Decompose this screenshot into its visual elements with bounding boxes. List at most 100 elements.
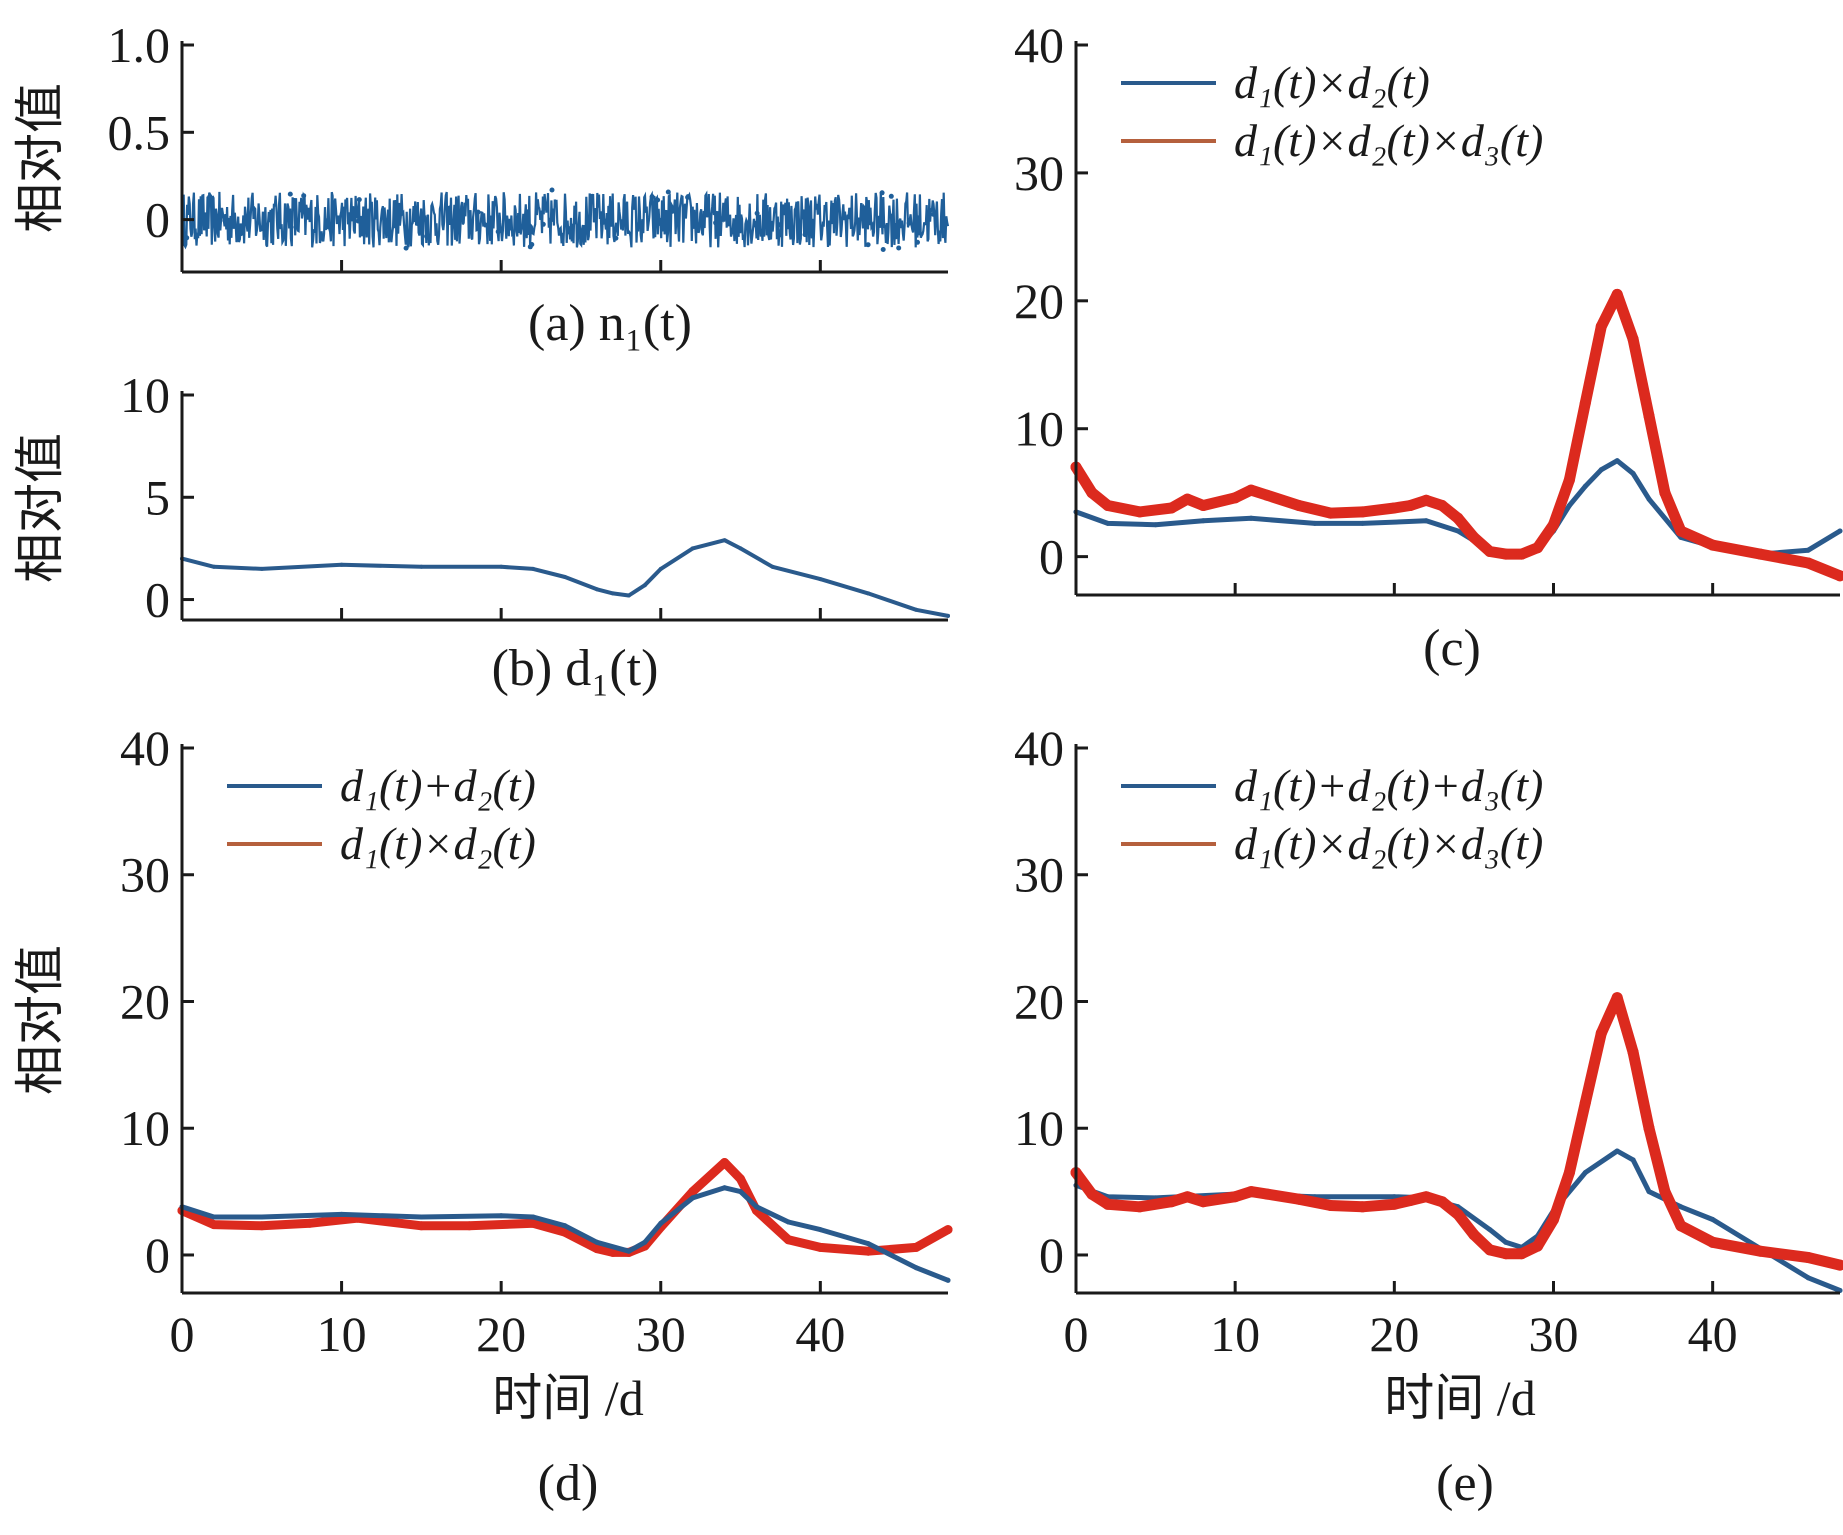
data-point <box>1659 487 1671 499</box>
data-point <box>688 1187 698 1197</box>
noise-point <box>301 193 307 199</box>
noise-point <box>787 217 793 223</box>
data-point <box>1532 542 1544 554</box>
x-tick-label: 10 <box>317 1306 367 1362</box>
chart-panel-a: 0 0.5 1.0 相对值 (a) n₁(t) <box>12 17 950 352</box>
noise-point <box>592 212 598 218</box>
data-point <box>1532 1240 1544 1252</box>
noise-point <box>355 218 361 224</box>
data-point <box>914 607 919 612</box>
x-tick-label: 20 <box>1369 1306 1419 1362</box>
noise-point <box>879 190 885 196</box>
noise-line <box>180 190 950 250</box>
y-tick-label: 0 <box>145 572 170 628</box>
y-tick-label: 30 <box>1014 145 1064 201</box>
data-point <box>1503 1239 1509 1245</box>
noise-point <box>880 247 886 252</box>
data-point <box>608 1247 618 1257</box>
data-point <box>562 1223 568 1229</box>
x-tick-label: 40 <box>795 1306 845 1362</box>
legend-item: d₁(t)×d₂(t) <box>1121 57 1430 108</box>
data-point <box>642 583 647 588</box>
chart-panel-b: 0 5 10 相对值 (b) d₁(t) <box>12 367 950 697</box>
series-b-0 <box>180 538 950 618</box>
data-point <box>1614 1148 1620 1154</box>
x-tick-label: 40 <box>1688 1306 1738 1362</box>
y-tick-label: 40 <box>120 720 170 776</box>
data-point <box>1166 1196 1177 1208</box>
noise-point <box>888 193 894 199</box>
noise-point <box>287 191 293 197</box>
noise-point <box>217 218 223 224</box>
data-point <box>1707 539 1719 551</box>
data-point <box>1614 458 1620 464</box>
data-point <box>1563 474 1575 486</box>
data-point <box>1678 1204 1684 1210</box>
data-point <box>528 1218 538 1228</box>
data-point <box>464 1221 474 1231</box>
data-point <box>1360 520 1365 526</box>
noise-point <box>527 244 533 250</box>
y-tick-label: 1.0 <box>108 17 171 73</box>
noise-point <box>207 194 213 200</box>
data-point <box>658 566 663 571</box>
data-point <box>1646 1189 1652 1195</box>
noise-point <box>896 245 902 251</box>
legend-label: d₁(t)+d₂(t) <box>340 760 536 811</box>
chart-panel-e: 0 10 20 30 40 0 10 20 30 40 时间 /d d₁(t)+d₂(t)+d₃(t)… <box>1014 720 1843 1512</box>
data-point <box>1420 1191 1432 1203</box>
legend-item: d₁(t)×d₂(t)×d₃(t) <box>1121 818 1543 869</box>
legend-label: d₁(t)×d₂(t) <box>340 818 536 869</box>
data-point <box>1834 1259 1843 1271</box>
y-axis-label: 相对值 <box>12 945 68 1095</box>
data-point <box>722 538 727 543</box>
data-point <box>1293 1193 1305 1205</box>
noise-point <box>603 218 609 224</box>
data-point <box>1516 548 1528 560</box>
data-point <box>339 562 344 567</box>
data-point <box>1197 500 1209 511</box>
data-point <box>531 566 536 571</box>
chart-panel-c: 0 10 20 30 40 d₁(t)×d₂(t) d₁(t)×d₂(t)×d₃(t) (c) <box>1014 17 1843 677</box>
data-point <box>1391 1194 1397 1200</box>
y-tick-label: 30 <box>1014 847 1064 903</box>
panel-caption: (c) <box>1423 620 1481 677</box>
data-point <box>1312 520 1318 526</box>
data-point <box>1630 471 1636 476</box>
noise-point <box>568 225 573 231</box>
data-point <box>1229 1191 1241 1203</box>
data-point <box>1404 1195 1416 1206</box>
x-axis-label: 时间 /d <box>492 1370 643 1426</box>
data-point <box>1563 1167 1575 1179</box>
data-point <box>1197 1196 1209 1208</box>
y-tick-label: 40 <box>1014 17 1064 73</box>
data-point <box>626 593 631 598</box>
data-point <box>1200 518 1206 524</box>
data-point <box>259 1214 265 1220</box>
data-point <box>530 1214 536 1220</box>
panel-caption: (b) d₁(t) <box>492 640 659 697</box>
legend-label: d₁(t)×d₂(t) <box>1234 57 1430 108</box>
data-point <box>1325 507 1337 519</box>
data-point <box>1468 531 1480 543</box>
data-point <box>1595 320 1607 332</box>
data-point <box>1420 494 1432 506</box>
legend-label: d₁(t)×d₂(t)×d₃(t) <box>1234 818 1543 869</box>
y-tick-label: 10 <box>1014 401 1064 457</box>
y-tick-label: 10 <box>120 1100 170 1156</box>
y-tick-label: 0 <box>1039 1227 1064 1283</box>
series-e-1 <box>1070 992 1843 1271</box>
data-point <box>1598 467 1604 473</box>
y-tick-label: 0.5 <box>108 104 171 160</box>
data-point <box>1181 1191 1193 1203</box>
data-point <box>1102 500 1114 511</box>
data-point <box>1245 1186 1257 1198</box>
y-tick-label: 20 <box>1014 273 1064 329</box>
data-point <box>419 564 424 569</box>
data-point <box>1579 1097 1591 1109</box>
data-point <box>626 1248 632 1254</box>
panel-caption: (a) n₁(t) <box>528 295 692 352</box>
data-point <box>1102 1198 1114 1210</box>
